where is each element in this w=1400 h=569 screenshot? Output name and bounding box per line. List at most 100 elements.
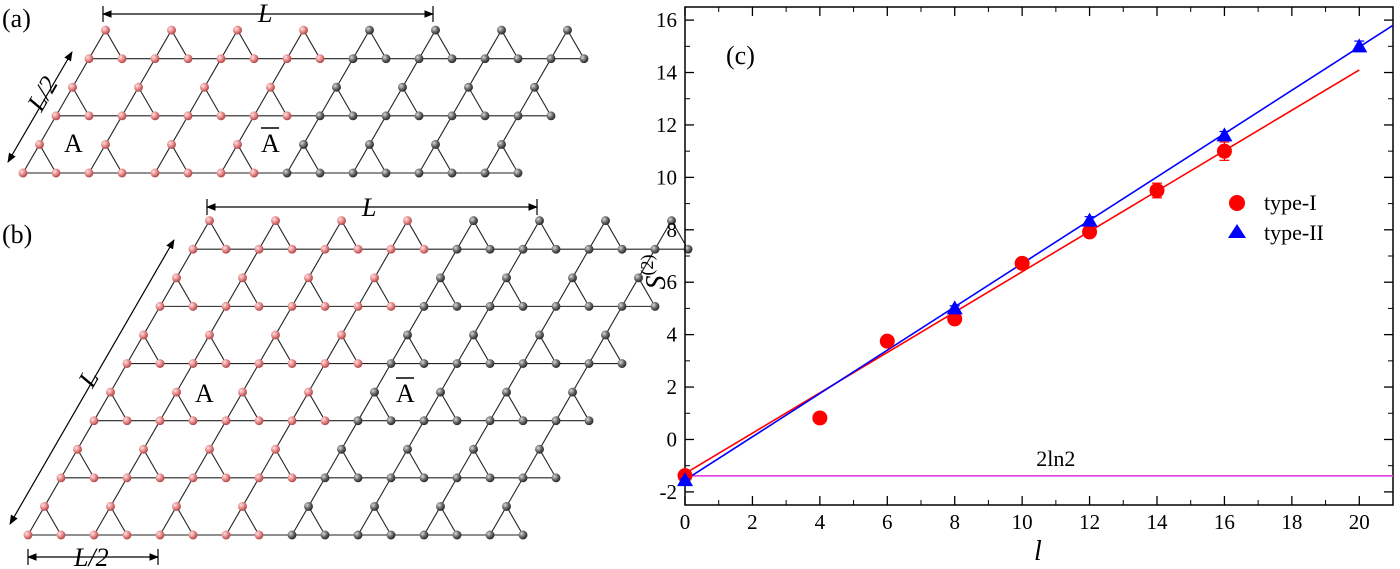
lattice-bond: [242, 391, 260, 421]
lattice-site-region-a: [150, 111, 160, 121]
lattice-site-region-a: [172, 387, 181, 397]
lattice-bond: [308, 391, 326, 421]
lattice-site-region-a: [282, 111, 292, 121]
lattice-bond: [407, 220, 425, 250]
legend-marker-type-II: [1228, 224, 1246, 238]
y-axis-title: S(2): [637, 255, 672, 290]
x-tick-label: 2: [747, 510, 758, 534]
lattice-bond: [352, 29, 370, 59]
lattice-site-region-a: [167, 139, 176, 149]
lattice-bond: [555, 277, 573, 307]
data-series: [677, 38, 1368, 487]
lattice-bond: [176, 363, 194, 393]
lattice-bond: [209, 306, 227, 336]
lattice-site-region-a: [287, 473, 297, 483]
lattice-site-region-a: [221, 530, 231, 540]
lattice-bond: [176, 391, 194, 421]
lattice-site-region-a: [353, 359, 363, 368]
lattice-bond: [390, 448, 408, 479]
lattice-bond: [423, 391, 441, 421]
lattice-site-region-abar: [370, 387, 379, 397]
lattice-bond: [324, 334, 342, 364]
lattice-bond: [324, 220, 342, 250]
lattice-site-region-abar: [282, 168, 292, 178]
lattice-bond: [440, 391, 458, 421]
lattice-site-region-a: [221, 244, 231, 254]
lattice-bond: [341, 448, 359, 479]
lattice-site-region-abar: [365, 25, 374, 35]
lattice-site-region-a: [40, 501, 49, 511]
lattice-bond: [605, 334, 623, 364]
lattice-bond: [105, 29, 123, 59]
lattice-bond: [209, 420, 227, 450]
lattice-site-region-abar: [320, 530, 330, 540]
lattice-bond: [176, 506, 194, 536]
kagome-lattice-b: [23, 216, 693, 540]
lattice-bond: [550, 29, 568, 59]
lattice-bond: [225, 277, 243, 307]
data-point-type-I: [1014, 255, 1030, 271]
lattice-bond: [473, 448, 491, 479]
lattice-site-region-a: [117, 111, 127, 121]
lattice-site-region-abar: [485, 530, 495, 540]
lattice-site-region-abar: [403, 444, 412, 454]
lattice-site-region-a: [315, 54, 325, 64]
lattice-bond: [39, 115, 57, 145]
lattice-bond: [357, 506, 375, 536]
lattice-site-region-abar: [348, 168, 358, 178]
lattice-bond: [484, 144, 502, 174]
lattice-site-region-abar: [601, 216, 610, 226]
x-tick-label: 8: [949, 510, 960, 534]
lattice-bond: [517, 86, 535, 117]
lattice-bond: [237, 115, 255, 145]
lattice-site-region-abar: [480, 54, 490, 64]
lattice-site-region-a: [188, 244, 198, 254]
lattice-bond: [209, 448, 227, 479]
data-point-type-I: [1082, 224, 1098, 240]
lattice-bond: [369, 144, 387, 174]
lattice-bond: [171, 144, 189, 174]
lattice-site-region-abar: [348, 54, 358, 64]
fit-line-type-I: [684, 69, 1360, 475]
lattice-site-region-a: [287, 416, 297, 426]
lattice-site-region-a: [386, 244, 396, 254]
lattice-bond: [423, 277, 441, 307]
lattice-site-region-a: [254, 416, 264, 426]
lattice-site-region-a: [233, 25, 242, 35]
lattice-site-region-a: [221, 416, 231, 426]
lattice-site-region-a: [188, 530, 198, 540]
lattice-bond: [638, 248, 656, 279]
lattice-bond: [374, 363, 392, 393]
lattice-bond: [220, 29, 238, 59]
lattice-site-region-abar: [568, 273, 577, 283]
lattice-site-region-abar: [513, 111, 523, 121]
lattice-site-region-a: [337, 330, 346, 340]
lattice-bond: [440, 248, 458, 279]
legend-label-type-I: type-I: [1264, 190, 1317, 215]
lattice-site-region-a: [271, 216, 280, 226]
lattice-bond: [621, 277, 639, 307]
lattice-site-region-abar: [332, 82, 341, 92]
lattice-site-region-abar: [464, 82, 473, 92]
kagome-lattice-a: [18, 25, 589, 178]
lattice-bond: [456, 448, 474, 479]
lattice-site-region-a: [167, 25, 176, 35]
lattice-site-region-abar: [535, 216, 544, 226]
lattice-site-region-a: [304, 387, 313, 397]
lattice-site-region-a: [101, 139, 110, 149]
lattice-bond: [374, 277, 392, 307]
lattice-site-region-a: [188, 416, 198, 426]
lattice-site-region-abar: [579, 54, 589, 64]
lattice-bond: [440, 363, 458, 393]
lattice-site-region-abar: [398, 82, 407, 92]
lattice-site-region-abar: [353, 530, 363, 540]
lattice-bond: [39, 144, 57, 174]
lattice-site-region-abar: [518, 244, 528, 254]
lattice-bond: [473, 306, 491, 336]
lattice-bond: [336, 86, 354, 117]
lattice-bond: [418, 144, 436, 174]
lattice-bond: [275, 220, 293, 250]
lattice-site-region-abar: [419, 530, 429, 540]
lattice-bond: [187, 86, 205, 117]
lattice-bond: [154, 144, 172, 174]
